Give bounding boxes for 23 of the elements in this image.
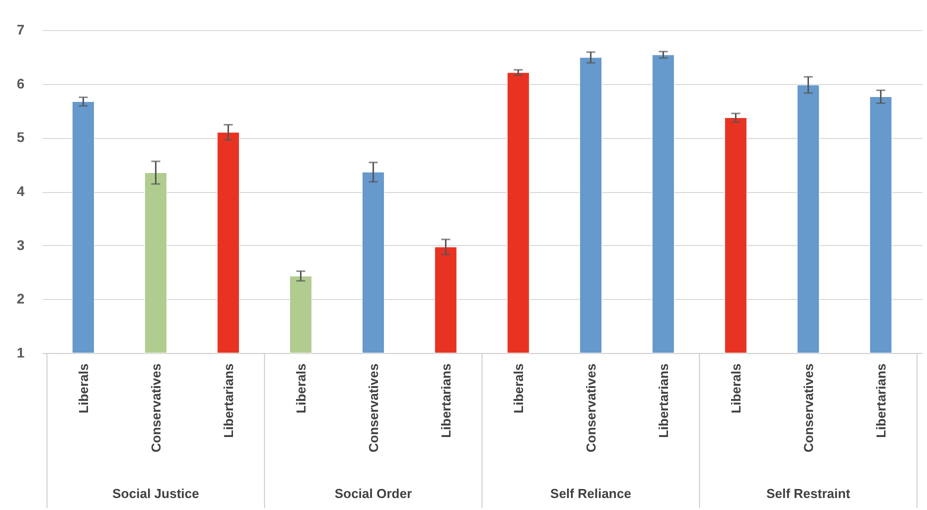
x-tick-label: Libertarians	[438, 364, 454, 438]
x-tick-label: Liberals	[293, 364, 308, 414]
x-tick-label: Conservatives	[148, 364, 164, 452]
y-tick-label: 2	[16, 290, 25, 307]
x-tick-label: Libertarians	[220, 364, 236, 438]
x-tick-label: Conservatives	[800, 364, 816, 452]
y-tick-label: 3	[16, 236, 25, 253]
y-tick-label: 5	[16, 129, 25, 146]
text: Self Reliance	[550, 486, 632, 501]
text: Social Justice	[112, 486, 200, 501]
y-tick-label: 6	[16, 75, 25, 92]
y-tick-label: 4	[16, 183, 25, 199]
x-tick-label: Conservatives	[366, 364, 381, 452]
y-tick-label: 7	[16, 22, 25, 38]
text: Social Order	[334, 486, 412, 501]
x-tick-label: Liberals	[76, 364, 91, 414]
x-tick-label: Conservatives	[583, 364, 598, 452]
y-tick-label: 1	[16, 344, 25, 360]
text: Self Restraint	[766, 486, 851, 501]
x-tick-label: Libertarians	[873, 364, 888, 438]
x-tick-label: Liberals	[510, 364, 526, 414]
x-tick-label: Liberals	[728, 364, 744, 414]
x-tick-label: Libertarians	[656, 364, 671, 438]
